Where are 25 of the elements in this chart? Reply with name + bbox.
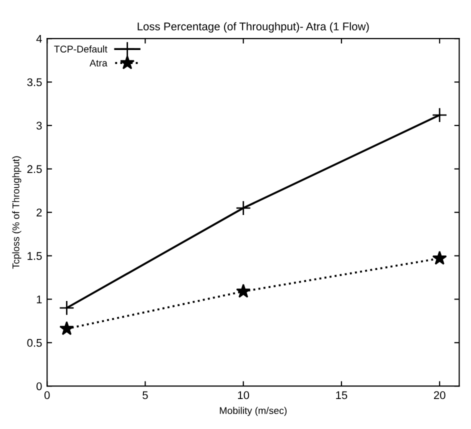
- x-tick-label: 20: [434, 391, 446, 400]
- y-tick-label: 2: [36, 208, 42, 216]
- y-tick-label: 3.5: [27, 78, 42, 86]
- x-tick-label: 0: [44, 391, 50, 400]
- y-tick-label: 4: [36, 34, 42, 43]
- point: [59, 321, 74, 336]
- y-tick-label: 0.5: [27, 338, 42, 347]
- chart-title: Loss Percentage (of Throughput)- Atra (1 Flow): [138, 22, 369, 33]
- point: [432, 250, 447, 265]
- x-axis-title: Mobility (m/sec): [220, 406, 287, 416]
- point: [432, 107, 448, 123]
- point: [236, 284, 251, 298]
- legend-label: TCP-Default: [54, 45, 108, 53]
- y-tick-label: 2.5: [27, 165, 42, 174]
- x-tick-label: 10: [238, 391, 250, 400]
- y-tick-label: 0: [36, 382, 42, 390]
- y-axis-title: Tcploss (% of Throughput): [12, 156, 22, 269]
- x-tick-label: 5: [142, 391, 148, 400]
- y-tick-label: 1.5: [28, 252, 42, 260]
- point: [59, 300, 74, 316]
- x-tick-label: 15: [336, 391, 348, 400]
- y-tick-label: 1: [36, 296, 42, 304]
- y-tick-label: 3: [36, 122, 42, 130]
- point: [236, 200, 251, 216]
- legend-label: Atra: [90, 60, 108, 66]
